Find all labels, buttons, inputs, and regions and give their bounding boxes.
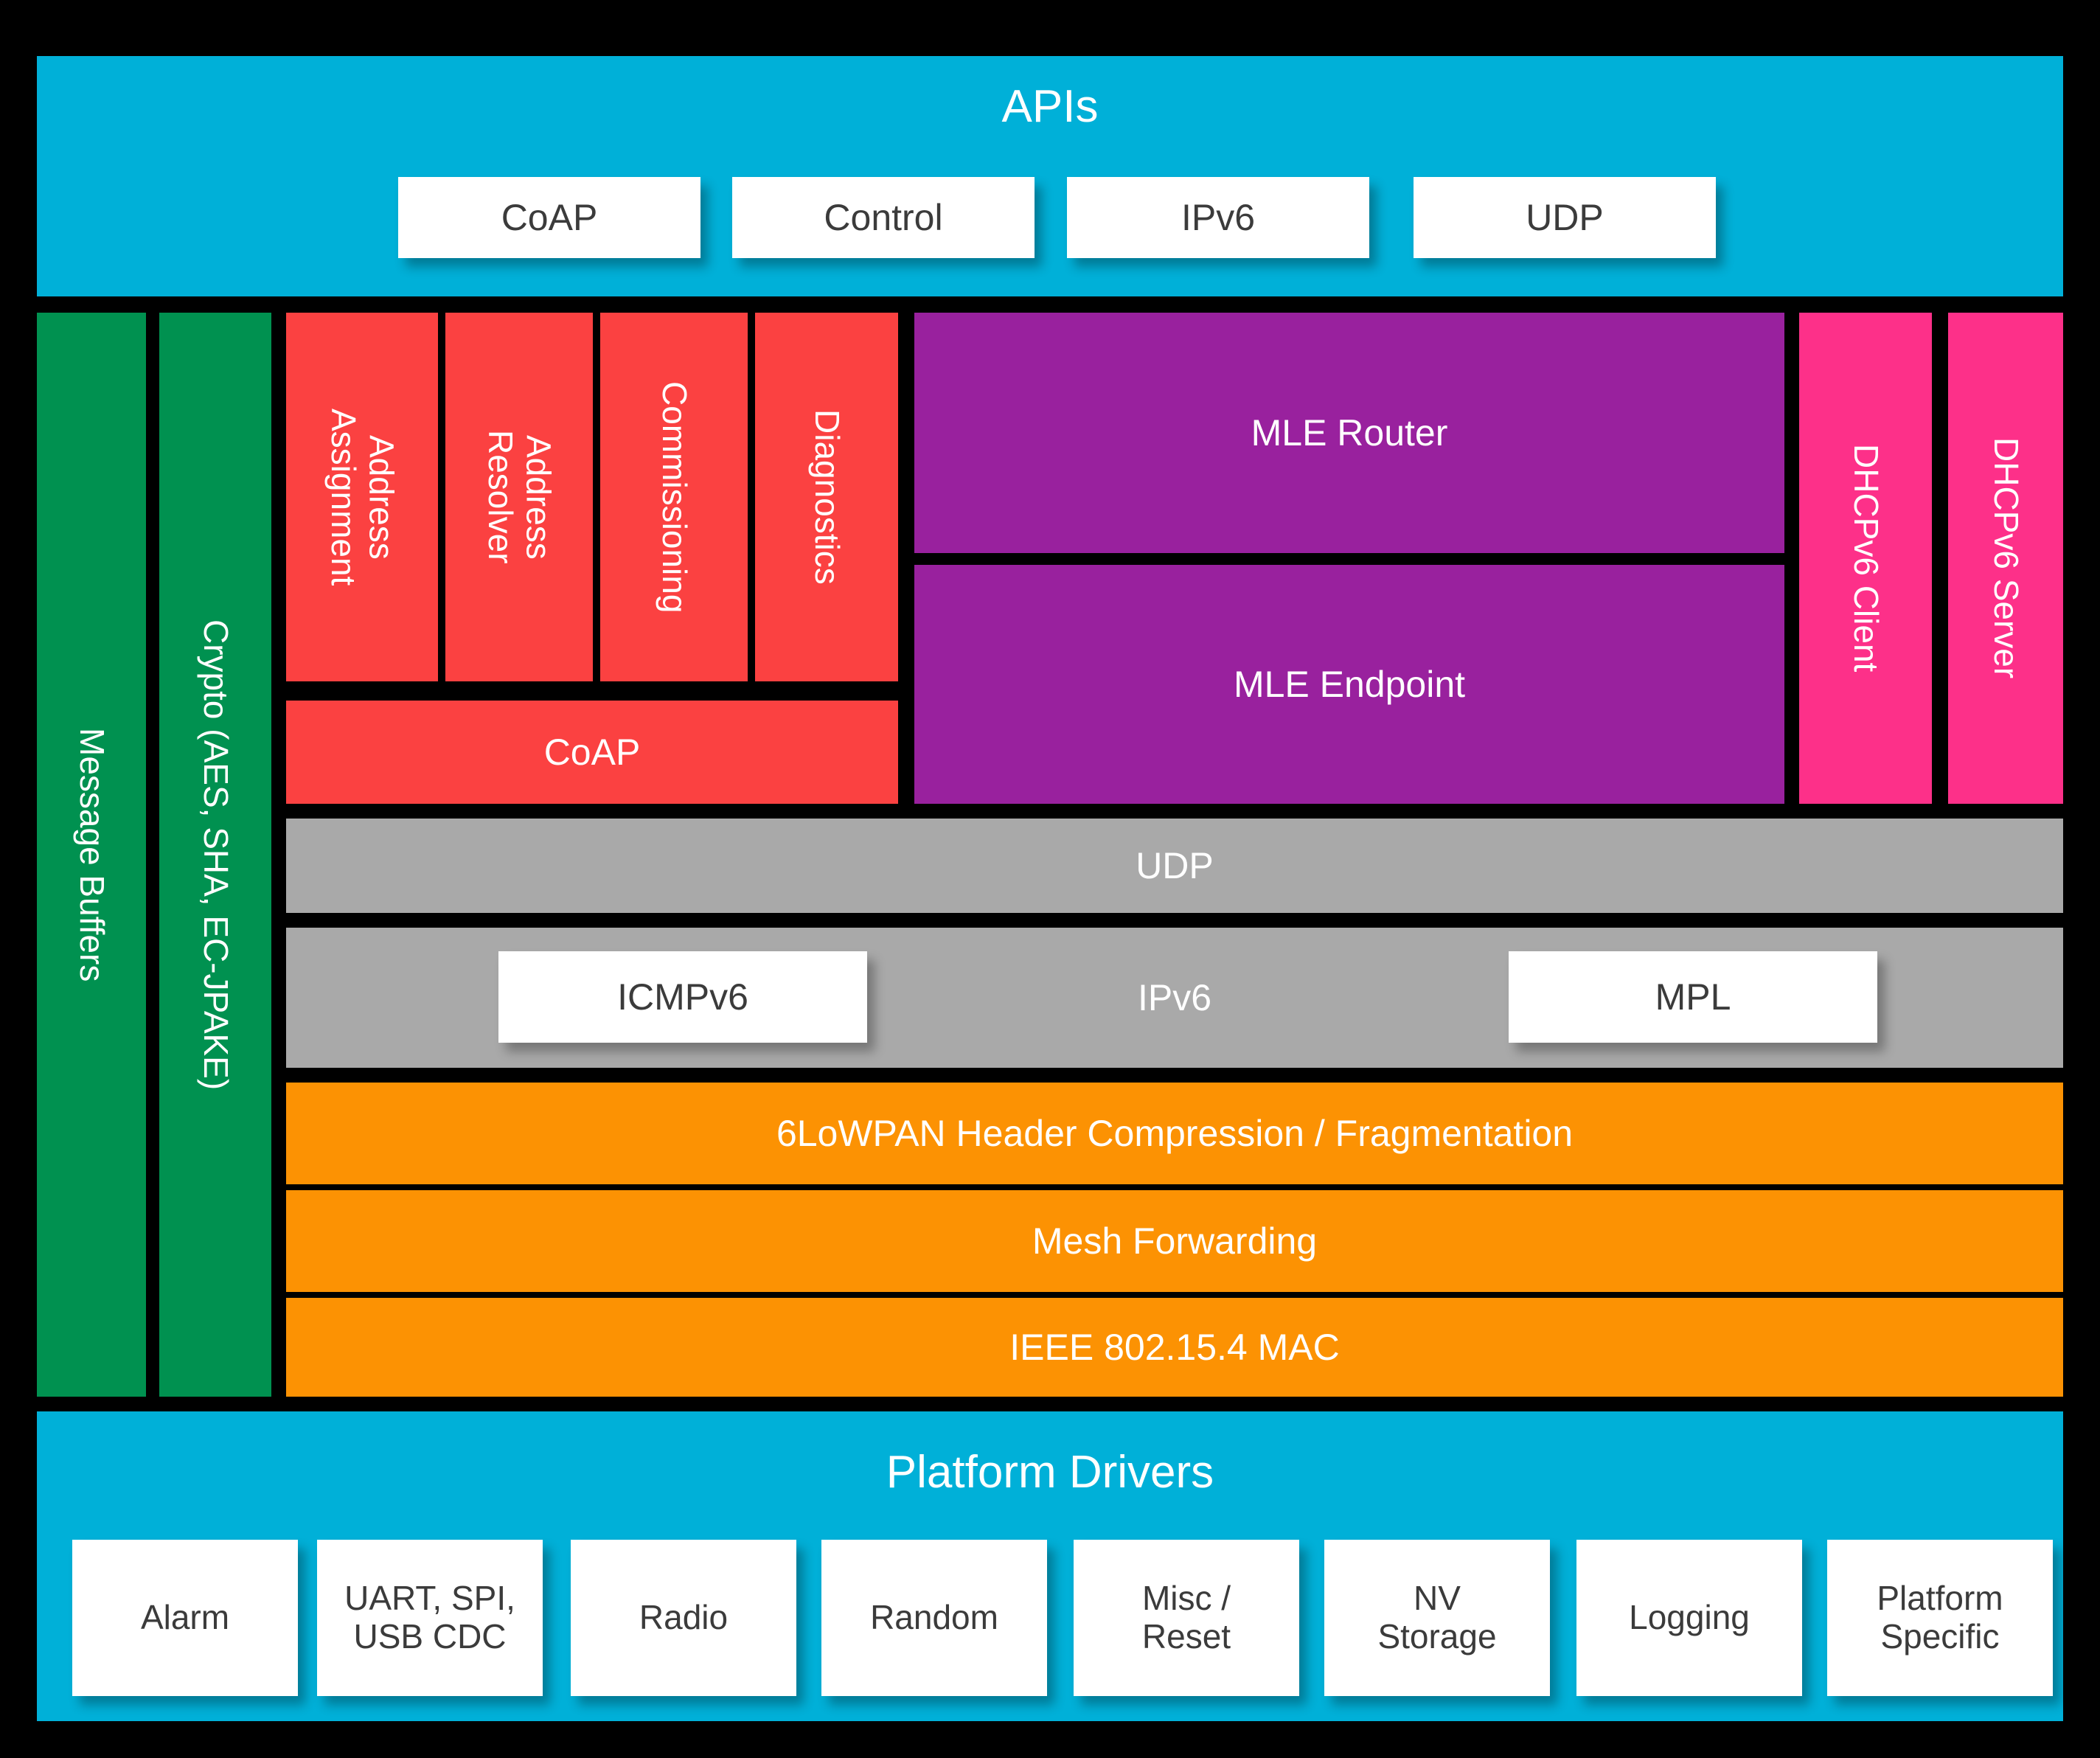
column-address-resolver-label: Address Resolver bbox=[481, 430, 558, 564]
column-dhcpv6-client: DHCPv6 Client bbox=[1799, 313, 1932, 804]
band-mesh-forwarding: Mesh Forwarding bbox=[286, 1190, 2063, 1292]
driver-alarm[interactable]: Alarm bbox=[72, 1540, 298, 1696]
driver-radio[interactable]: Radio bbox=[571, 1540, 796, 1696]
driver-random[interactable]: Random bbox=[821, 1540, 1047, 1696]
band-6lowpan: 6LoWPAN Header Compression / Fragmentati… bbox=[286, 1083, 2063, 1184]
coap-band: CoAP bbox=[286, 701, 898, 804]
udp-band: UDP bbox=[286, 819, 2063, 913]
driver-misc-reset[interactable]: Misc / Reset bbox=[1074, 1540, 1299, 1696]
ipv6-band-label: IPv6 bbox=[1137, 977, 1212, 1018]
driver-platform-specific[interactable]: Platform Specific bbox=[1827, 1540, 2053, 1696]
driver-nv-storage[interactable]: NV Storage bbox=[1324, 1540, 1550, 1696]
column-commissioning: Commissioning bbox=[600, 313, 748, 681]
ipv6-chip-mpl[interactable]: MPL bbox=[1509, 951, 1877, 1043]
column-dhcpv6-server-label: DHCPv6 Server bbox=[1986, 437, 2026, 679]
column-crypto-label: Crypto (AES, SHA, EC-JPAKE) bbox=[196, 619, 235, 1091]
band-ieee-802154-mac: IEEE 802.15.4 MAC bbox=[286, 1298, 2063, 1397]
column-diagnostics-label: Diagnostics bbox=[807, 409, 846, 585]
apis-layer: APIs bbox=[37, 56, 2063, 296]
driver-logging[interactable]: Logging bbox=[1576, 1540, 1802, 1696]
column-dhcpv6-server: DHCPv6 Server bbox=[1948, 313, 2063, 804]
column-crypto: Crypto (AES, SHA, EC-JPAKE) bbox=[159, 313, 271, 1397]
column-address-assignment-label: Address Assignment bbox=[324, 408, 401, 586]
column-address-assignment: Address Assignment bbox=[286, 313, 438, 681]
platform-drivers-header: Platform Drivers bbox=[886, 1447, 1214, 1498]
mle-router-block: MLE Router bbox=[914, 313, 1784, 553]
column-commissioning-label: Commissioning bbox=[655, 381, 694, 614]
ipv6-chip-icmpv6[interactable]: ICMPv6 bbox=[498, 951, 867, 1043]
column-dhcpv6-client-label: DHCPv6 Client bbox=[1846, 444, 1885, 673]
driver-uart-spi-usb-cdc[interactable]: UART, SPI, USB CDC bbox=[317, 1540, 543, 1696]
api-chip-udp[interactable]: UDP bbox=[1414, 177, 1716, 258]
api-chip-ipv6[interactable]: IPv6 bbox=[1067, 177, 1369, 258]
column-message-buffers-label: Message Buffers bbox=[72, 727, 111, 982]
api-chip-coap[interactable]: CoAP bbox=[398, 177, 700, 258]
column-message-buffers: Message Buffers bbox=[37, 313, 146, 1397]
mle-endpoint-block: MLE Endpoint bbox=[914, 565, 1784, 804]
api-chip-control[interactable]: Control bbox=[732, 177, 1035, 258]
column-diagnostics: Diagnostics bbox=[755, 313, 898, 681]
apis-header: APIs bbox=[1001, 81, 1099, 132]
column-address-resolver: Address Resolver bbox=[445, 313, 593, 681]
